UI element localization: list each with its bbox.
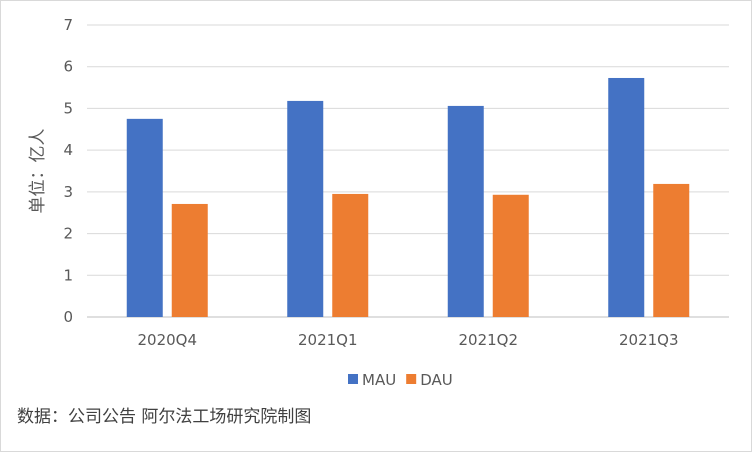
y-tick-label: 4 [63, 141, 73, 159]
legend-swatch-dau [406, 374, 417, 384]
x-tick-label: 2020Q4 [137, 331, 197, 349]
y-tick-label: 2 [63, 225, 73, 243]
bar-mau-2021q3 [608, 77, 645, 317]
legend: MAU DAU [348, 371, 453, 389]
y-axis-ticks: 0 1 2 3 4 5 6 7 [63, 16, 73, 326]
bar-mau-2020q4 [126, 118, 163, 317]
x-tick-label: 2021Q3 [619, 331, 679, 349]
source-note: 数据：公司公告 阿尔法工场研究院制图 [17, 407, 312, 427]
y-tick-label: 5 [63, 99, 73, 117]
y-tick-label: 1 [63, 266, 73, 284]
y-axis-label: 单位：亿人 [28, 129, 48, 214]
x-tick-label: 2021Q2 [458, 331, 518, 349]
legend-swatch-mau [348, 374, 358, 384]
bar-mau-2021q1 [287, 100, 324, 317]
x-axis-ticks: 2020Q4 2021Q1 2021Q2 2021Q3 [137, 331, 678, 349]
x-tick-label: 2021Q1 [298, 331, 358, 349]
bar-dau-2021q2 [492, 194, 529, 317]
y-tick-label: 7 [63, 16, 73, 34]
bars [126, 77, 690, 317]
bar-dau-2021q3 [653, 183, 690, 317]
y-tick-label: 6 [63, 58, 73, 76]
bar-mau-2021q2 [447, 105, 484, 317]
bar-dau-2021q1 [332, 193, 369, 317]
y-tick-label: 0 [63, 308, 73, 326]
legend-label-dau: DAU [420, 371, 453, 389]
legend-label-mau: MAU [362, 371, 396, 389]
y-tick-label: 3 [63, 183, 73, 201]
bar-dau-2020q4 [171, 203, 208, 317]
